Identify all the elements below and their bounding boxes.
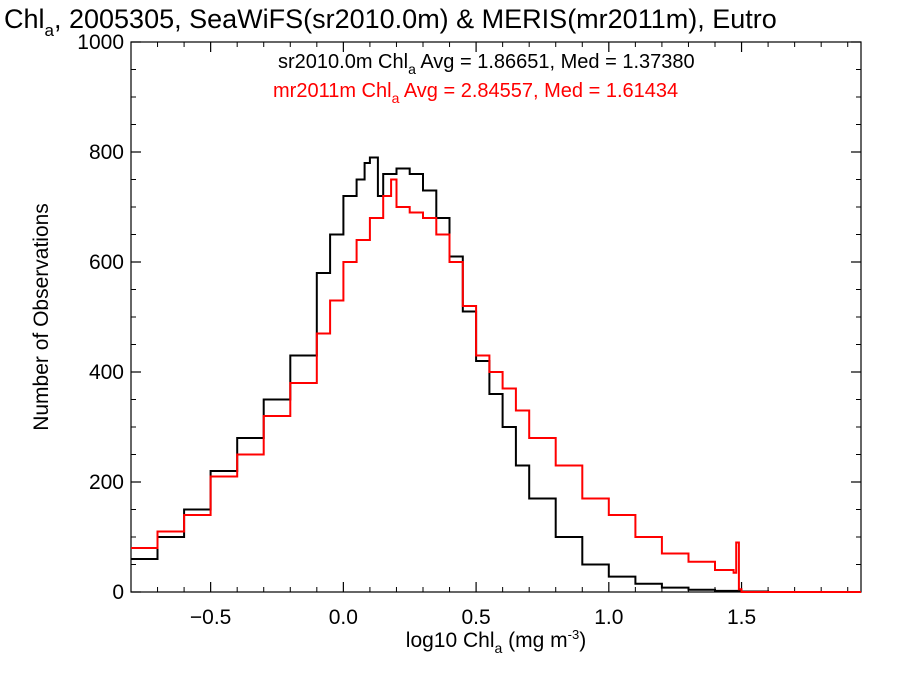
- legend-mr2011-subscript: a: [392, 90, 400, 106]
- legend-mr2011-post: Avg = 2.84557, Med = 1.61434: [399, 80, 678, 102]
- y-tick-label-4: 800: [89, 141, 124, 164]
- x-axis-title-superscript: -3: [568, 627, 580, 642]
- plot-frame: [130, 41, 862, 593]
- legend-sr2010-pre: sr2010.0m Chl: [278, 51, 408, 73]
- x-axis-title-pre: log10 Chl: [406, 629, 495, 652]
- chart-title-rest: , 2005305, SeaWiFS(sr2010.0m) & MERIS(mr…: [54, 4, 777, 34]
- y-axis-ticks: 0 200 400 600 800 1000: [77, 31, 861, 604]
- legend-entry-mr2011: mr2011m Chla Avg = 2.84557, Med = 1.6143…: [273, 80, 678, 106]
- x-tick-label-0: −0.5: [190, 606, 231, 629]
- y-tick-label-0: 0: [112, 581, 124, 604]
- x-tick-label-4: 1.5: [727, 606, 756, 629]
- chart-title: Chla, 2005305, SeaWiFS(sr2010.0m) & MERI…: [4, 4, 777, 40]
- y-tick-label-5: 1000: [77, 31, 124, 54]
- x-axis-ticks: −0.5 0.0 0.5 1.0 1.5: [130, 42, 849, 629]
- x-tick-label-2: 0.5: [461, 606, 490, 629]
- x-axis-title: log10 Chla (mg m-3): [406, 627, 586, 656]
- x-axis-title-mid: (mg m: [502, 629, 567, 652]
- legend-sr2010-post: Avg = 1.86651, Med = 1.37380: [416, 51, 695, 73]
- histogram-line-series-0: [131, 156, 861, 593]
- histogram-series: [131, 156, 861, 593]
- legend-entry-sr2010: sr2010.0m Chla Avg = 1.86651, Med = 1.37…: [278, 51, 695, 77]
- x-tick-label-3: 1.0: [594, 606, 623, 629]
- x-tick-label-1: 0.0: [329, 606, 358, 629]
- x-axis-title-subscript: a: [495, 640, 503, 656]
- chart-title-main: Chl: [4, 4, 45, 34]
- x-axis-title-post: ): [579, 629, 586, 652]
- histogram-line-series-1: [131, 178, 861, 593]
- legend-sr2010-subscript: a: [408, 61, 416, 77]
- y-axis-title: Number of Observations: [30, 203, 53, 431]
- chart-title-subscript: a: [45, 21, 55, 40]
- y-tick-label-3: 600: [89, 251, 124, 274]
- y-tick-label-2: 400: [89, 361, 124, 384]
- legend-mr2011-pre: mr2011m Chl: [273, 80, 392, 102]
- y-tick-label-1: 200: [89, 471, 124, 494]
